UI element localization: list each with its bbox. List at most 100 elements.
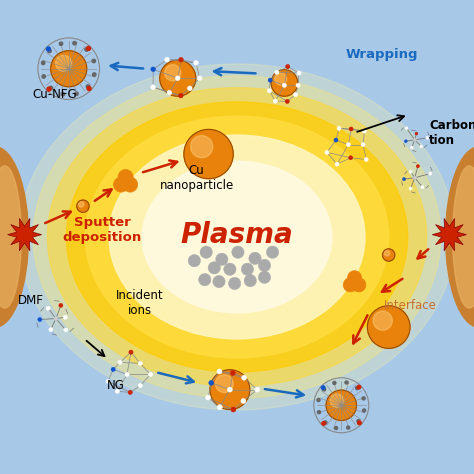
Ellipse shape: [33, 76, 441, 398]
Circle shape: [215, 374, 233, 392]
Ellipse shape: [19, 64, 455, 410]
Circle shape: [210, 370, 250, 410]
Circle shape: [216, 253, 228, 265]
Circle shape: [86, 85, 90, 88]
Circle shape: [123, 177, 138, 192]
Circle shape: [283, 83, 286, 87]
Text: NG: NG: [107, 379, 125, 392]
Circle shape: [384, 250, 390, 256]
Text: Incident
ions: Incident ions: [116, 289, 164, 317]
Circle shape: [335, 162, 339, 166]
Circle shape: [188, 255, 201, 267]
Circle shape: [47, 87, 51, 91]
Circle shape: [402, 178, 406, 181]
Circle shape: [258, 271, 271, 283]
Circle shape: [405, 127, 408, 130]
Text: Wrapping: Wrapping: [346, 48, 419, 61]
Circle shape: [42, 61, 45, 64]
Circle shape: [49, 86, 53, 90]
Circle shape: [206, 395, 210, 400]
Circle shape: [75, 92, 78, 95]
Circle shape: [148, 373, 153, 376]
Circle shape: [349, 127, 353, 131]
Ellipse shape: [446, 147, 474, 327]
Circle shape: [87, 86, 91, 91]
Circle shape: [138, 383, 142, 388]
Circle shape: [325, 150, 329, 155]
Circle shape: [209, 380, 214, 385]
Circle shape: [46, 306, 50, 310]
Circle shape: [77, 200, 89, 212]
Circle shape: [363, 409, 365, 412]
Circle shape: [184, 129, 233, 179]
Circle shape: [61, 92, 64, 96]
Circle shape: [213, 275, 225, 288]
Circle shape: [191, 136, 213, 158]
Circle shape: [373, 311, 392, 330]
Circle shape: [138, 361, 142, 365]
Circle shape: [363, 129, 366, 133]
Text: Carboniza-
tion: Carboniza- tion: [429, 118, 474, 147]
Circle shape: [266, 246, 279, 258]
Circle shape: [59, 303, 63, 308]
Ellipse shape: [109, 135, 365, 339]
Circle shape: [271, 70, 298, 96]
Circle shape: [428, 172, 432, 175]
Circle shape: [194, 61, 199, 65]
Circle shape: [167, 91, 172, 95]
Circle shape: [106, 379, 110, 383]
Circle shape: [92, 73, 96, 76]
Ellipse shape: [47, 88, 427, 386]
Circle shape: [86, 46, 91, 50]
Circle shape: [337, 127, 341, 130]
Circle shape: [361, 143, 365, 146]
Circle shape: [330, 394, 344, 408]
Circle shape: [357, 419, 360, 423]
Circle shape: [410, 146, 413, 149]
Circle shape: [175, 76, 180, 81]
Circle shape: [364, 157, 368, 162]
Circle shape: [343, 278, 357, 292]
Circle shape: [125, 373, 129, 376]
Circle shape: [230, 371, 235, 375]
Circle shape: [92, 59, 95, 63]
Circle shape: [179, 93, 183, 98]
Circle shape: [255, 387, 260, 392]
Circle shape: [317, 399, 320, 401]
Circle shape: [413, 176, 416, 179]
Circle shape: [164, 57, 169, 62]
Circle shape: [409, 187, 412, 190]
Circle shape: [358, 421, 361, 425]
Circle shape: [228, 387, 232, 392]
Circle shape: [347, 271, 362, 285]
Text: Interface: Interface: [383, 299, 437, 312]
Text: Plasma: Plasma: [181, 220, 293, 249]
Circle shape: [46, 47, 50, 51]
Circle shape: [160, 60, 196, 96]
Ellipse shape: [453, 166, 474, 308]
Circle shape: [334, 138, 338, 142]
Circle shape: [85, 48, 88, 51]
Circle shape: [51, 51, 87, 87]
Circle shape: [59, 42, 63, 46]
Text: Cu
nanoparticle: Cu nanoparticle: [160, 164, 234, 191]
Circle shape: [232, 246, 244, 258]
Circle shape: [335, 427, 337, 429]
Circle shape: [275, 73, 287, 85]
Circle shape: [297, 71, 301, 75]
Circle shape: [151, 67, 155, 72]
Circle shape: [285, 99, 289, 103]
Text: Sputter
deposition: Sputter deposition: [62, 216, 142, 244]
Circle shape: [268, 78, 272, 82]
Circle shape: [208, 262, 220, 274]
Circle shape: [231, 407, 236, 412]
Circle shape: [346, 143, 350, 146]
Circle shape: [367, 306, 410, 348]
Circle shape: [321, 386, 325, 390]
Circle shape: [416, 164, 419, 168]
Ellipse shape: [0, 166, 21, 308]
Circle shape: [179, 57, 183, 62]
Polygon shape: [432, 219, 466, 251]
Circle shape: [188, 86, 192, 91]
Circle shape: [318, 410, 320, 414]
